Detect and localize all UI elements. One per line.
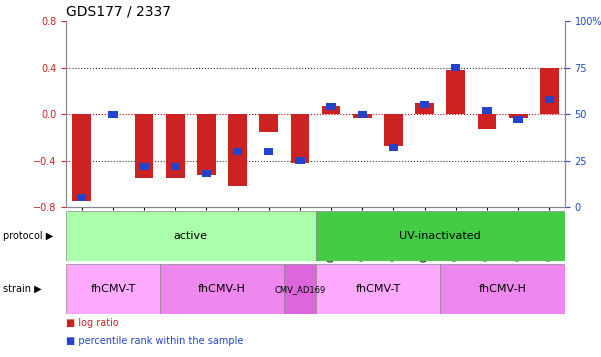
- FancyBboxPatch shape: [233, 148, 242, 155]
- FancyBboxPatch shape: [108, 111, 118, 118]
- Text: fhCMV-H: fhCMV-H: [198, 284, 246, 294]
- FancyBboxPatch shape: [483, 107, 492, 114]
- FancyBboxPatch shape: [77, 194, 87, 201]
- Text: fhCMV-T: fhCMV-T: [355, 284, 400, 294]
- Bar: [384, 114, 403, 146]
- Bar: [290, 114, 310, 163]
- Text: GDS177 / 2337: GDS177 / 2337: [66, 5, 171, 19]
- FancyBboxPatch shape: [171, 163, 180, 170]
- Text: CMV_AD169: CMV_AD169: [274, 285, 326, 294]
- Bar: [447, 70, 465, 114]
- FancyBboxPatch shape: [295, 157, 305, 164]
- Bar: [72, 114, 91, 201]
- FancyBboxPatch shape: [420, 101, 429, 109]
- FancyBboxPatch shape: [160, 264, 284, 314]
- Bar: [197, 114, 216, 175]
- FancyBboxPatch shape: [66, 211, 316, 261]
- Text: ■ percentile rank within the sample: ■ percentile rank within the sample: [66, 336, 243, 346]
- FancyBboxPatch shape: [316, 211, 565, 261]
- FancyBboxPatch shape: [451, 64, 460, 71]
- FancyBboxPatch shape: [513, 116, 523, 123]
- Text: ■ log ratio: ■ log ratio: [66, 318, 119, 328]
- FancyBboxPatch shape: [264, 148, 273, 155]
- Bar: [509, 114, 528, 118]
- FancyBboxPatch shape: [326, 103, 336, 110]
- FancyBboxPatch shape: [389, 144, 398, 151]
- Text: protocol ▶: protocol ▶: [3, 231, 53, 241]
- FancyBboxPatch shape: [139, 163, 148, 170]
- FancyBboxPatch shape: [440, 264, 565, 314]
- Bar: [135, 114, 153, 178]
- Bar: [540, 68, 559, 114]
- Text: active: active: [174, 231, 208, 241]
- Bar: [353, 114, 371, 118]
- Bar: [478, 114, 496, 129]
- FancyBboxPatch shape: [545, 96, 554, 103]
- Bar: [415, 103, 434, 114]
- FancyBboxPatch shape: [284, 264, 316, 314]
- Bar: [322, 106, 340, 114]
- Text: fhCMV-T: fhCMV-T: [90, 284, 135, 294]
- FancyBboxPatch shape: [66, 264, 160, 314]
- FancyBboxPatch shape: [358, 111, 367, 118]
- Text: strain ▶: strain ▶: [3, 284, 41, 294]
- Bar: [166, 114, 185, 178]
- Bar: [260, 114, 278, 132]
- Bar: [228, 114, 247, 186]
- FancyBboxPatch shape: [202, 170, 211, 177]
- Text: UV-inactivated: UV-inactivated: [399, 231, 481, 241]
- Text: fhCMV-H: fhCMV-H: [478, 284, 526, 294]
- FancyBboxPatch shape: [316, 264, 440, 314]
